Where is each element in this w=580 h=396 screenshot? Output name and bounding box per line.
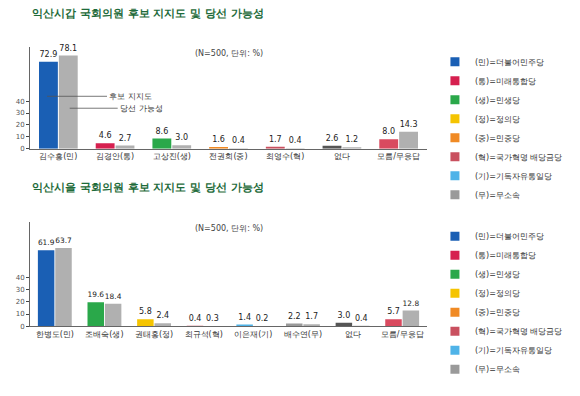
svg-text:3.0: 3.0 (175, 133, 188, 142)
svg-text:(N=500, 단위: %): (N=500, 단위: %) (195, 224, 263, 233)
svg-text:최규석(혁): 최규석(혁) (185, 330, 223, 339)
svg-text:최영수(혁): 최영수(혁) (266, 152, 304, 161)
svg-text:1.4: 1.4 (238, 313, 251, 322)
svg-text:14.3: 14.3 (400, 120, 418, 129)
svg-text:8.0: 8.0 (382, 127, 395, 136)
svg-text:조배숙(생): 조배숙(생) (85, 330, 123, 339)
svg-text:1.6: 1.6 (212, 135, 225, 144)
svg-text:(생)=민생당: (생)=민생당 (475, 270, 520, 279)
svg-text:5.8: 5.8 (139, 307, 152, 316)
svg-text:모름/무응답: 모름/무응답 (377, 152, 420, 161)
svg-text:30: 30 (16, 286, 25, 294)
svg-text:(무)=무소속: (무)=무소속 (475, 191, 520, 200)
svg-text:10: 10 (16, 133, 25, 141)
svg-text:전권희(중): 전권희(중) (209, 152, 247, 161)
svg-text:30: 30 (16, 109, 25, 117)
svg-text:78.1: 78.1 (59, 44, 77, 53)
svg-text:1.7: 1.7 (305, 312, 318, 321)
svg-text:(통)=미래통합당: (통)=미래통합당 (475, 251, 536, 260)
svg-text:(중)=민중당: (중)=민중당 (475, 308, 520, 317)
svg-text:(민)=더불어민주당: (민)=더불어민주당 (475, 58, 544, 67)
svg-text:4.6: 4.6 (99, 131, 112, 140)
svg-text:1.7: 1.7 (269, 135, 282, 144)
svg-text:(정)=정의당: (정)=정의당 (475, 115, 520, 124)
svg-text:이은재(기): 이은재(기) (234, 330, 272, 339)
svg-text:12.8: 12.8 (403, 299, 420, 308)
svg-text:(민)=더불어민주당: (민)=더불어민주당 (475, 232, 544, 241)
svg-text:(혁)=국가혁명 배당금당: (혁)=국가혁명 배당금당 (475, 153, 563, 162)
svg-text:2.4: 2.4 (156, 311, 169, 320)
svg-text:익산시을 국회의원 후보 지지도 및 당선 가능성: 익산시을 국회의원 후보 지지도 및 당선 가능성 (32, 181, 264, 194)
svg-text:0.3: 0.3 (206, 314, 219, 323)
svg-text:고상진(생): 고상진(생) (153, 152, 191, 161)
svg-text:한병도(민): 한병도(민) (36, 330, 74, 339)
svg-text:1.2: 1.2 (345, 135, 358, 144)
svg-text:모름/무응답: 모름/무응답 (381, 330, 424, 339)
svg-text:후보 지지도: 후보 지지도 (109, 92, 152, 101)
svg-text:김경안(통): 김경안(통) (96, 152, 134, 161)
svg-text:0: 0 (20, 323, 24, 331)
svg-text:0: 0 (20, 145, 24, 153)
svg-text:8.6: 8.6 (155, 127, 168, 136)
svg-text:(중)=민중당: (중)=민중당 (475, 134, 520, 143)
svg-text:63.7: 63.7 (55, 236, 72, 245)
svg-text:40: 40 (16, 274, 25, 282)
svg-text:2.2: 2.2 (288, 312, 301, 321)
svg-text:3.0: 3.0 (338, 311, 351, 320)
svg-text:2.6: 2.6 (326, 134, 339, 143)
svg-text:김수흥(민): 김수흥(민) (39, 152, 77, 161)
svg-text:19.6: 19.6 (88, 290, 105, 299)
svg-text:없다: 없다 (334, 152, 350, 161)
svg-text:(무)=무소속: (무)=무소속 (475, 365, 520, 374)
svg-text:10: 10 (16, 310, 25, 318)
svg-text:2.7: 2.7 (119, 134, 132, 143)
svg-text:익산시갑 국회의원 후보 지지도 및 당선 가능성: 익산시갑 국회의원 후보 지지도 및 당선 가능성 (32, 7, 264, 20)
svg-text:0.2: 0.2 (256, 314, 269, 323)
svg-text:0.4: 0.4 (189, 314, 202, 323)
svg-text:(생)=민생당: (생)=민생당 (475, 96, 520, 105)
svg-text:0.4: 0.4 (232, 136, 245, 145)
svg-text:권태홍(정): 권태홍(정) (135, 330, 173, 339)
svg-text:(기)=기독자유통일당: (기)=기독자유통일당 (475, 172, 552, 181)
svg-text:20: 20 (16, 121, 25, 129)
svg-text:당선 가능성: 당선 가능성 (120, 104, 163, 113)
svg-text:72.9: 72.9 (40, 50, 58, 59)
svg-text:(통)=미래통합당: (통)=미래통합당 (475, 77, 536, 86)
svg-text:(정)=정의당: (정)=정의당 (475, 289, 520, 298)
svg-text:(기)=기독자유통일당: (기)=기독자유통일당 (475, 346, 552, 355)
svg-text:18.4: 18.4 (105, 292, 122, 301)
svg-text:배수연(무): 배수연(무) (284, 330, 322, 339)
svg-text:0.4: 0.4 (355, 314, 368, 323)
svg-text:없다: 없다 (345, 330, 361, 339)
svg-text:(혁)=국가혁명 배당금당: (혁)=국가혁명 배당금당 (475, 327, 563, 336)
svg-text:(N=500, 단위: %): (N=500, 단위: %) (195, 49, 263, 58)
svg-text:0.4: 0.4 (289, 136, 302, 145)
svg-text:20: 20 (16, 298, 25, 306)
svg-text:61.9: 61.9 (38, 238, 55, 247)
svg-text:40: 40 (16, 98, 25, 106)
svg-text:5.7: 5.7 (387, 307, 400, 316)
